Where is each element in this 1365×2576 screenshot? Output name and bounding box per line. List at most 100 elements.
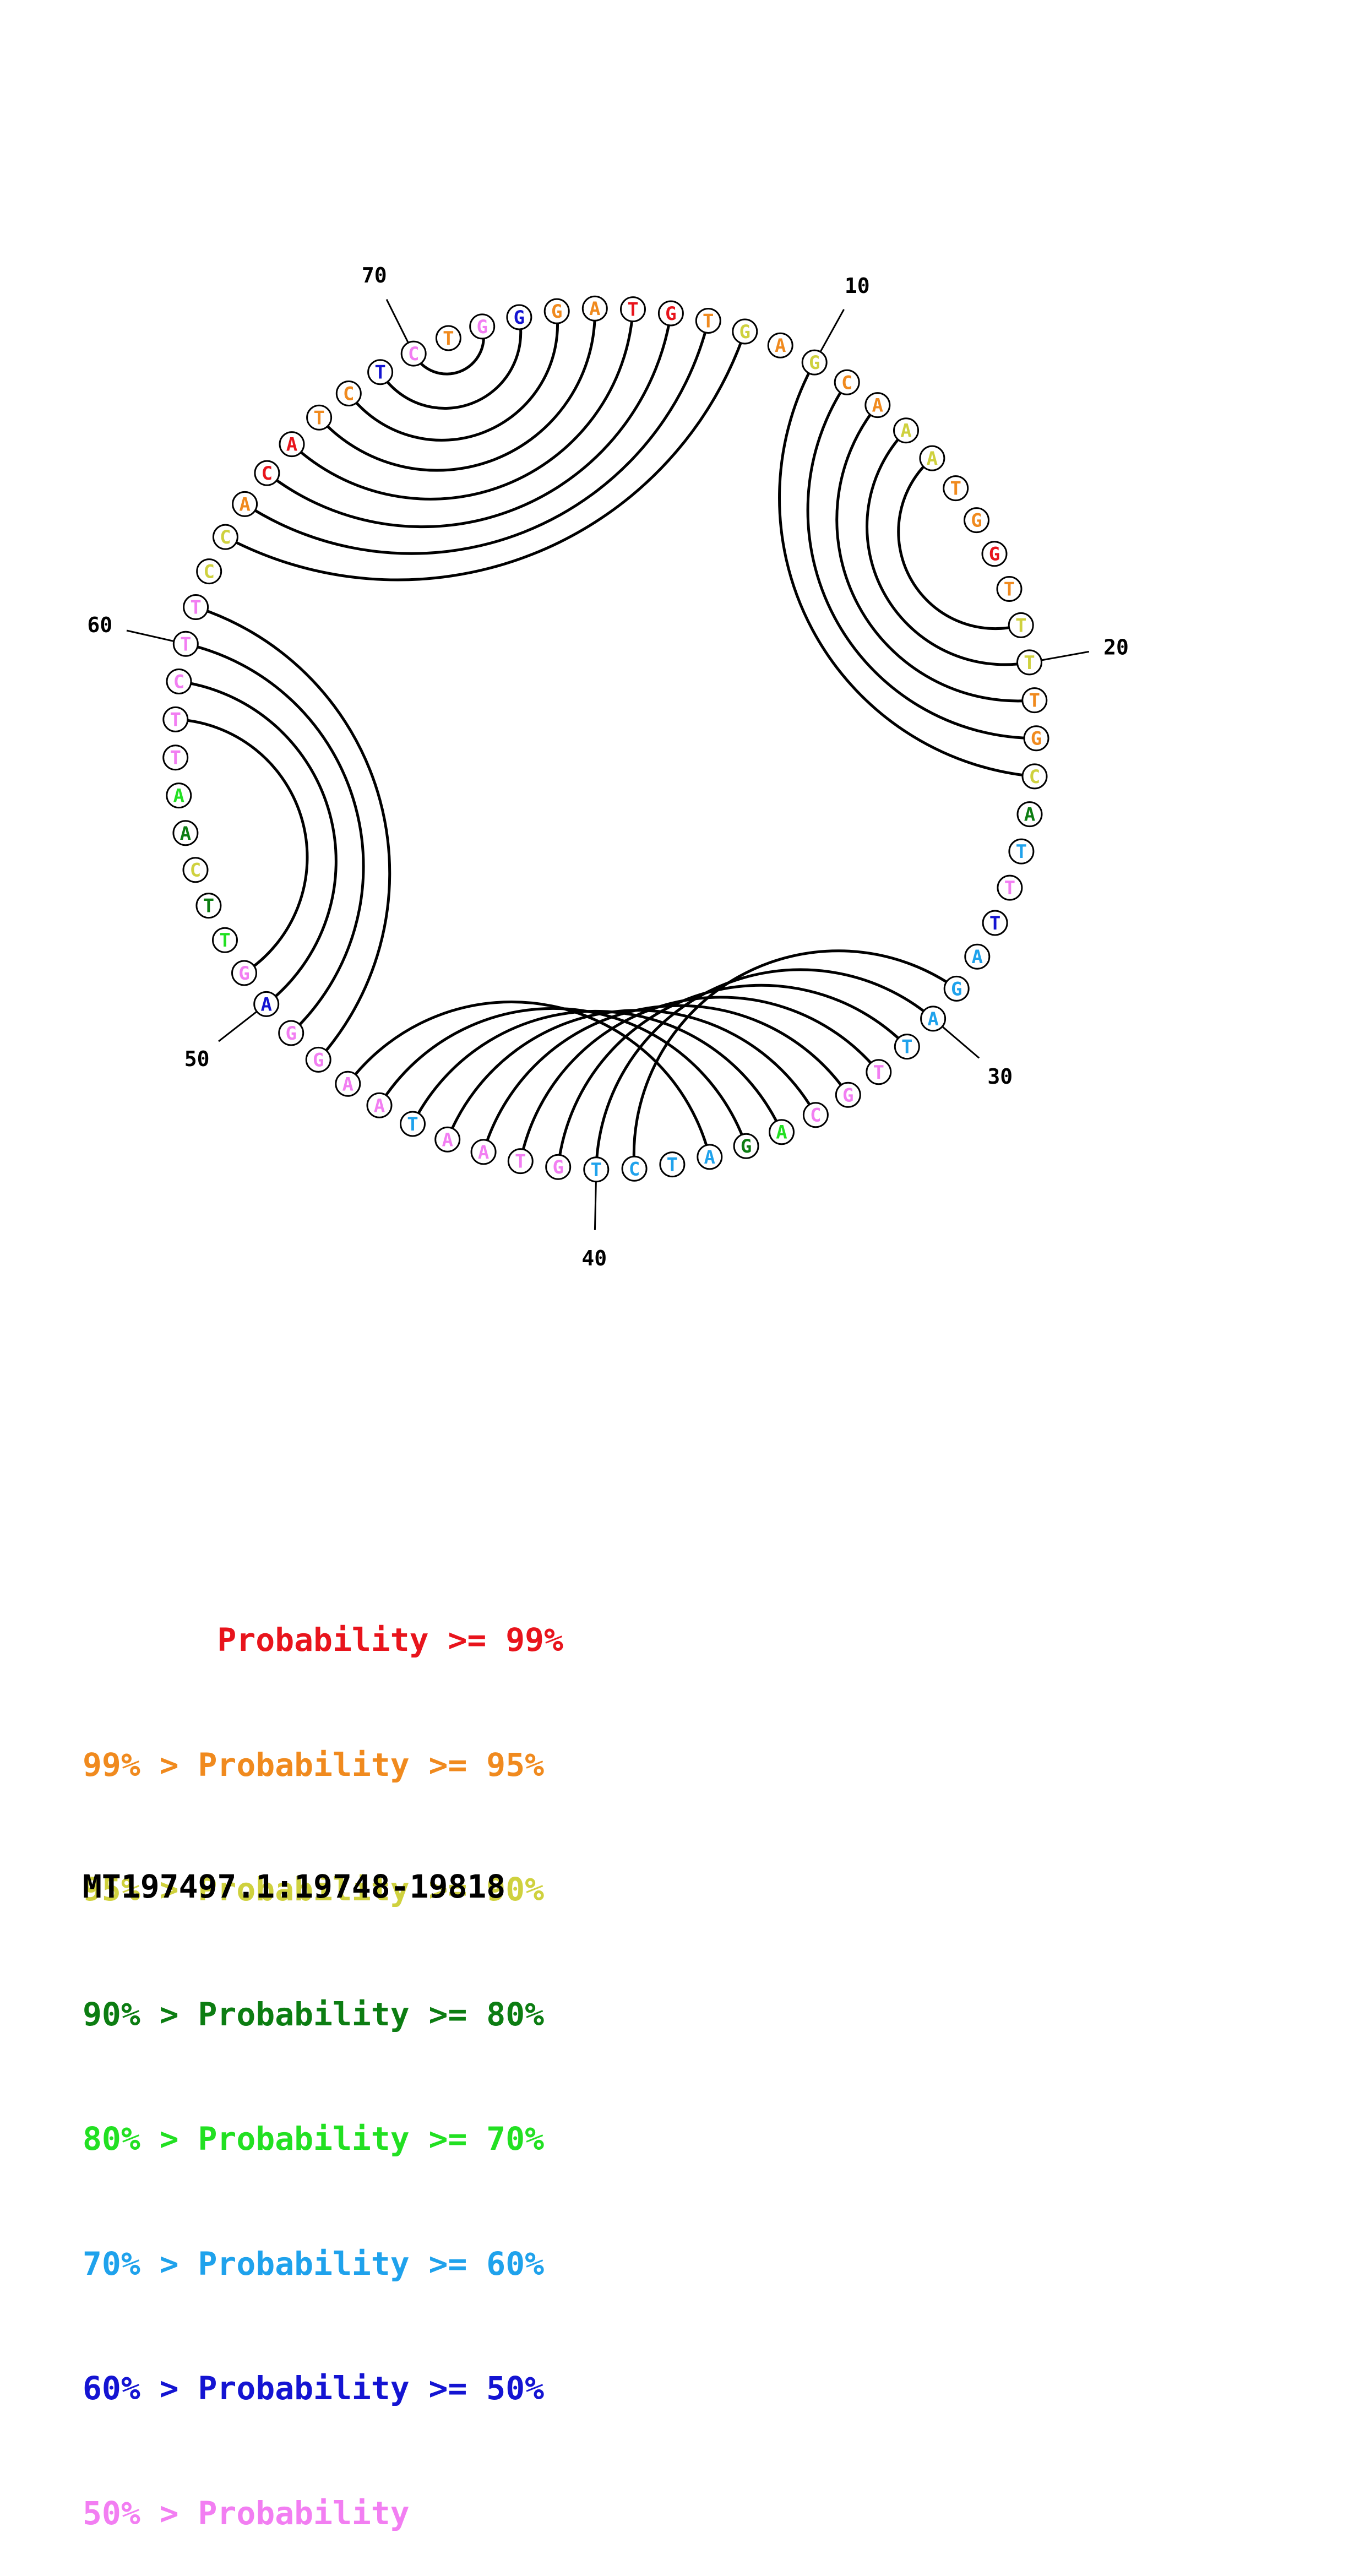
nucleotide-10: G bbox=[801, 349, 828, 376]
nucleotide-circle-39 bbox=[621, 1155, 648, 1182]
pair-arc-31-41 bbox=[557, 983, 909, 1167]
nucleotide-40: T bbox=[583, 1156, 610, 1183]
nucleotide-circle-45 bbox=[400, 1111, 426, 1137]
nucleotide-base-69: T bbox=[374, 362, 385, 384]
nucleotide-circle-51 bbox=[231, 960, 257, 986]
nucleotide-base-64: A bbox=[239, 493, 250, 515]
nucleotide-51: G bbox=[231, 960, 257, 986]
nucleotide-circle-22 bbox=[1023, 725, 1049, 752]
nucleotide-circle-8 bbox=[732, 318, 758, 345]
nucleotide-38: T bbox=[659, 1151, 686, 1178]
nucleotide-circle-59 bbox=[166, 669, 192, 694]
tick-label-50: 50 bbox=[184, 1047, 210, 1071]
nucleotide-67: T bbox=[306, 404, 333, 431]
nucleotide-base-28: A bbox=[972, 946, 983, 968]
nucleotide-base-61: T bbox=[190, 597, 201, 619]
nucleotide-base-7: T bbox=[703, 311, 714, 333]
nucleotide-23: C bbox=[1021, 763, 1048, 790]
position-ticks: 10 20 30 40 50 60 70 bbox=[87, 263, 1128, 1270]
nucleotide-base-39: C bbox=[629, 1158, 640, 1180]
nucleotide-52: T bbox=[212, 927, 238, 953]
nucleotide-circle-67 bbox=[306, 404, 333, 431]
nucleotide-base-5: T bbox=[627, 299, 638, 321]
nucleotide-circle-58 bbox=[162, 706, 189, 732]
probability-legend: Probability >= 99% 99% > Probability >= … bbox=[83, 1536, 563, 2576]
nucleotide-45: T bbox=[400, 1111, 426, 1137]
nucleotide-base-31: T bbox=[901, 1036, 912, 1058]
nucleotide-base-53: T bbox=[203, 895, 214, 917]
pair-arc-6-65 bbox=[266, 313, 672, 529]
pair-arc-12-21 bbox=[835, 404, 1035, 703]
nucleotide-58: T bbox=[162, 706, 189, 732]
nucleotide-base-20: T bbox=[1024, 652, 1035, 674]
nucleotide-circle-10 bbox=[801, 349, 828, 376]
nucleotide-6: G bbox=[657, 300, 684, 327]
pair-arc-30-40 bbox=[595, 968, 934, 1170]
legend-row-95: 99% > Probability >= 95% bbox=[83, 1746, 545, 1784]
nucleotide-base-35: A bbox=[776, 1122, 787, 1144]
nucleotide-circle-42 bbox=[507, 1148, 534, 1175]
nucleotide-circle-70 bbox=[400, 340, 427, 367]
nucleotide-circle-23 bbox=[1021, 763, 1048, 790]
nucleotide-base-71: T bbox=[443, 328, 454, 350]
nucleotide-circle-34 bbox=[802, 1102, 829, 1128]
nucleotide-base-36: G bbox=[741, 1135, 752, 1157]
nucleotide-circle-1 bbox=[469, 313, 496, 340]
nucleotide-circle-29 bbox=[943, 975, 970, 1002]
nucleotide-base-52: T bbox=[219, 930, 230, 952]
tick-label-30: 30 bbox=[987, 1064, 1013, 1089]
nucleotide-36: G bbox=[733, 1133, 759, 1159]
nucleotide-base-51: G bbox=[238, 963, 249, 985]
nucleotide-circle-56 bbox=[166, 782, 192, 809]
nucleotide-60: T bbox=[172, 631, 199, 657]
nucleotide-circle-6 bbox=[657, 300, 684, 327]
nucleotide-base-57: T bbox=[170, 747, 181, 769]
pair-arc-2-69 bbox=[379, 317, 523, 410]
nucleotide-circle-27 bbox=[982, 910, 1008, 936]
pair-arc-1-70 bbox=[412, 326, 485, 376]
tick-line-20 bbox=[1041, 650, 1090, 661]
pair-arc-4-67 bbox=[318, 308, 596, 472]
nucleotide-2: G bbox=[506, 304, 532, 330]
nucleotide-circle-43 bbox=[470, 1139, 497, 1165]
nucleotide-circle-31 bbox=[894, 1034, 920, 1060]
nucleotide-circle-4 bbox=[581, 295, 608, 322]
nucleotide-44: A bbox=[434, 1126, 461, 1153]
nucleotide-circle-48 bbox=[305, 1046, 331, 1073]
nucleotide-circle-52 bbox=[212, 927, 238, 953]
nucleotide-circle-63 bbox=[212, 524, 238, 550]
nucleotide-circle-47 bbox=[335, 1070, 361, 1097]
nucleotide-circle-37 bbox=[697, 1144, 723, 1170]
nucleotide-33: G bbox=[835, 1082, 861, 1108]
tick-label-10: 10 bbox=[845, 274, 870, 298]
nucleotide-base-6: G bbox=[665, 303, 676, 325]
nucleotide-circle-40 bbox=[583, 1156, 610, 1183]
nucleotide-42: T bbox=[507, 1148, 534, 1175]
tick-line-70 bbox=[385, 299, 409, 344]
nucleotide-base-4: A bbox=[589, 298, 600, 320]
tick-line-60 bbox=[126, 629, 175, 642]
nucleotide-circle-66 bbox=[279, 431, 305, 458]
nucleotide-circle-44 bbox=[434, 1126, 461, 1153]
pair-arc-34-44 bbox=[446, 1009, 817, 1140]
nucleotide-base-38: T bbox=[667, 1154, 678, 1176]
nucleotide-circle-3 bbox=[543, 298, 570, 324]
nucleotide-base-59: C bbox=[173, 671, 184, 693]
nucleotide-57: T bbox=[162, 744, 189, 771]
nucleotide-circle-41 bbox=[545, 1154, 572, 1180]
pair-arc-37-47 bbox=[346, 1001, 711, 1157]
legend-row-lt50: 50% > Probability bbox=[83, 2494, 410, 2532]
nucleotide-base-68: C bbox=[343, 383, 354, 405]
nucleotide-27: T bbox=[982, 910, 1008, 936]
nucleotide-base-21: T bbox=[1029, 690, 1040, 712]
nucleotide-base-34: C bbox=[810, 1105, 821, 1127]
pair-arc-36-46 bbox=[378, 1007, 748, 1147]
nucleotide-25: T bbox=[1008, 838, 1035, 865]
nucleotide-8: G bbox=[732, 318, 758, 345]
nucleotide-base-27: T bbox=[989, 912, 1000, 934]
nucleotide-circle-49 bbox=[278, 1020, 304, 1046]
tick-line-30 bbox=[942, 1026, 980, 1059]
nucleotide-circle-57 bbox=[162, 744, 189, 771]
nucleotide-20: T bbox=[1016, 649, 1042, 676]
nucleotide-62: C bbox=[196, 558, 222, 585]
